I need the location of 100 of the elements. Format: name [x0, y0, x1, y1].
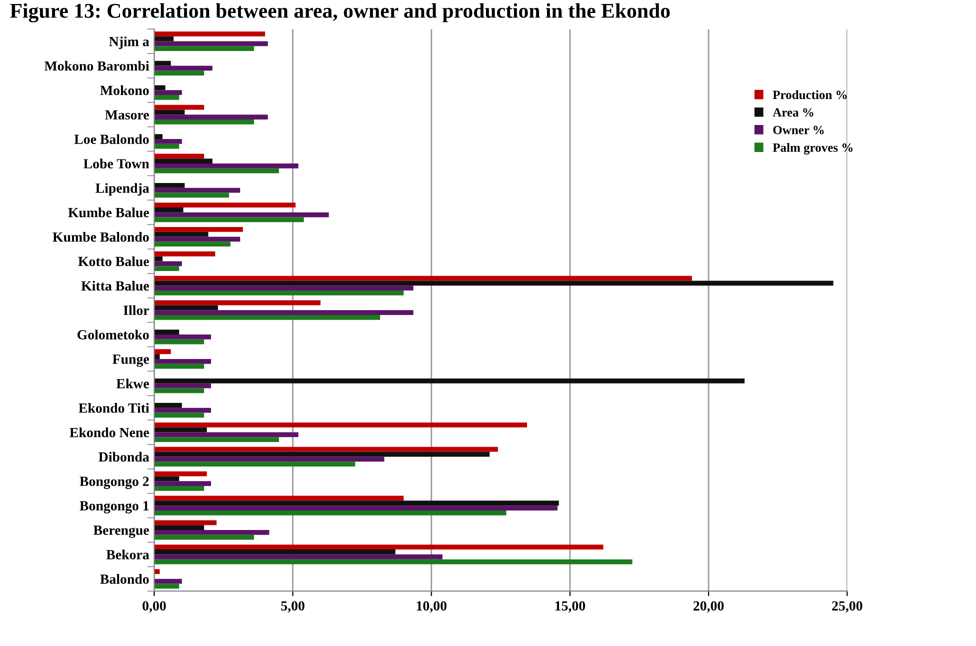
- bar: [154, 525, 204, 530]
- bar: [154, 90, 182, 96]
- y-tick-label: Berengue: [94, 526, 149, 538]
- chart-title: Figure 13: Correlation between area, owner and production in the Ekondo: [10, 3, 670, 22]
- bar: [154, 36, 174, 42]
- bar: [154, 364, 204, 369]
- bar: [154, 119, 254, 124]
- bar: [154, 66, 212, 71]
- x-tick-label: 20,00: [694, 601, 724, 613]
- bar: [154, 534, 254, 540]
- y-tick-label: Golometoko: [78, 330, 149, 340]
- bar: [154, 471, 207, 476]
- y-tick-label: Ekondo Nene: [70, 427, 149, 438]
- y-tick-label: Bongongo 1: [80, 501, 149, 514]
- bar: [154, 520, 217, 526]
- bar: [154, 46, 254, 52]
- y-tick-label: Illor: [124, 305, 150, 316]
- legend-label: Owner %: [773, 126, 824, 134]
- y-tick-label: Kotto Balue: [78, 256, 149, 266]
- bar: [154, 462, 356, 466]
- bar: [154, 334, 212, 340]
- bar: [154, 452, 490, 457]
- y-tick-label: Mokono: [100, 85, 149, 96]
- y-tick-label: Mokono Barombi: [44, 60, 150, 71]
- bar: [154, 104, 204, 110]
- bar: [154, 95, 180, 100]
- bar: [154, 550, 396, 554]
- bar: [154, 168, 279, 174]
- bar: [154, 134, 163, 140]
- bar: [154, 437, 279, 442]
- bar: [154, 261, 182, 266]
- y-tick-label: Balondo: [100, 574, 149, 584]
- bar: [154, 232, 208, 237]
- x-tick-label: 0,00: [142, 601, 166, 613]
- y-tick-label: Ekondo Titi: [78, 403, 150, 413]
- bar: [154, 456, 384, 462]
- bar: [154, 486, 204, 491]
- x-tick-label: 25,00: [832, 601, 862, 613]
- bar: [154, 388, 204, 394]
- bar: [154, 446, 498, 452]
- y-tick-label: Loe Balondo: [74, 134, 149, 144]
- bar: [154, 310, 414, 315]
- bar: [154, 578, 182, 584]
- y-tick-label: Kumbe Balondo: [52, 232, 149, 242]
- bar: [154, 476, 180, 482]
- y-tick-label: Kumbe Balue: [68, 208, 149, 218]
- bar: [154, 412, 204, 418]
- bar: [154, 202, 296, 208]
- y-tick-label: Funge: [112, 354, 149, 367]
- y-tick-label: Masore: [105, 110, 149, 120]
- bar: [154, 227, 243, 232]
- bar: [154, 70, 204, 76]
- bar: [154, 496, 404, 501]
- y-tick-label: Kitta Balue: [81, 280, 149, 291]
- y-tick-label: Ekwe: [116, 378, 149, 388]
- bar: [154, 242, 230, 247]
- y-tick-label: Bekora: [106, 550, 150, 560]
- bar: [154, 510, 506, 516]
- bar: [154, 559, 632, 564]
- bar: [154, 251, 216, 256]
- bar: [154, 530, 270, 535]
- bar: [154, 266, 180, 271]
- bar: [154, 41, 268, 46]
- bar: [154, 276, 692, 281]
- bar: [154, 183, 185, 188]
- legend-label: Production %: [772, 90, 847, 100]
- bar: [154, 114, 268, 120]
- bar: [154, 481, 212, 486]
- bar: [154, 236, 240, 242]
- bar: [154, 305, 218, 310]
- bar: [154, 554, 442, 560]
- bar: [154, 300, 321, 306]
- bar: [154, 569, 160, 574]
- bar: [154, 212, 329, 218]
- bar: [154, 383, 212, 388]
- bar: [154, 280, 834, 286]
- bar: [154, 217, 304, 222]
- bar: [154, 110, 185, 115]
- bar: [154, 402, 182, 408]
- bar: [154, 192, 230, 198]
- y-tick-label: Lobe Town: [84, 158, 150, 168]
- x-tick-label: 15,00: [555, 601, 586, 613]
- bar: [154, 188, 240, 193]
- bar: [154, 163, 298, 168]
- bar: [154, 432, 298, 438]
- bar: [154, 139, 182, 144]
- bar: [154, 408, 212, 413]
- bar: [154, 158, 212, 164]
- bar: [154, 506, 558, 510]
- bar: [154, 290, 404, 296]
- legend-label: Palm groves %: [772, 143, 852, 154]
- bar: [154, 358, 212, 364]
- bar: [154, 339, 204, 344]
- bar: [154, 378, 745, 384]
- bar: [154, 314, 380, 320]
- bar: [154, 32, 266, 36]
- legend-label: Area %: [772, 108, 814, 117]
- bar: [154, 427, 207, 432]
- y-tick-label: Dibonda: [98, 452, 150, 462]
- y-tick-label: Lipendja: [96, 183, 150, 196]
